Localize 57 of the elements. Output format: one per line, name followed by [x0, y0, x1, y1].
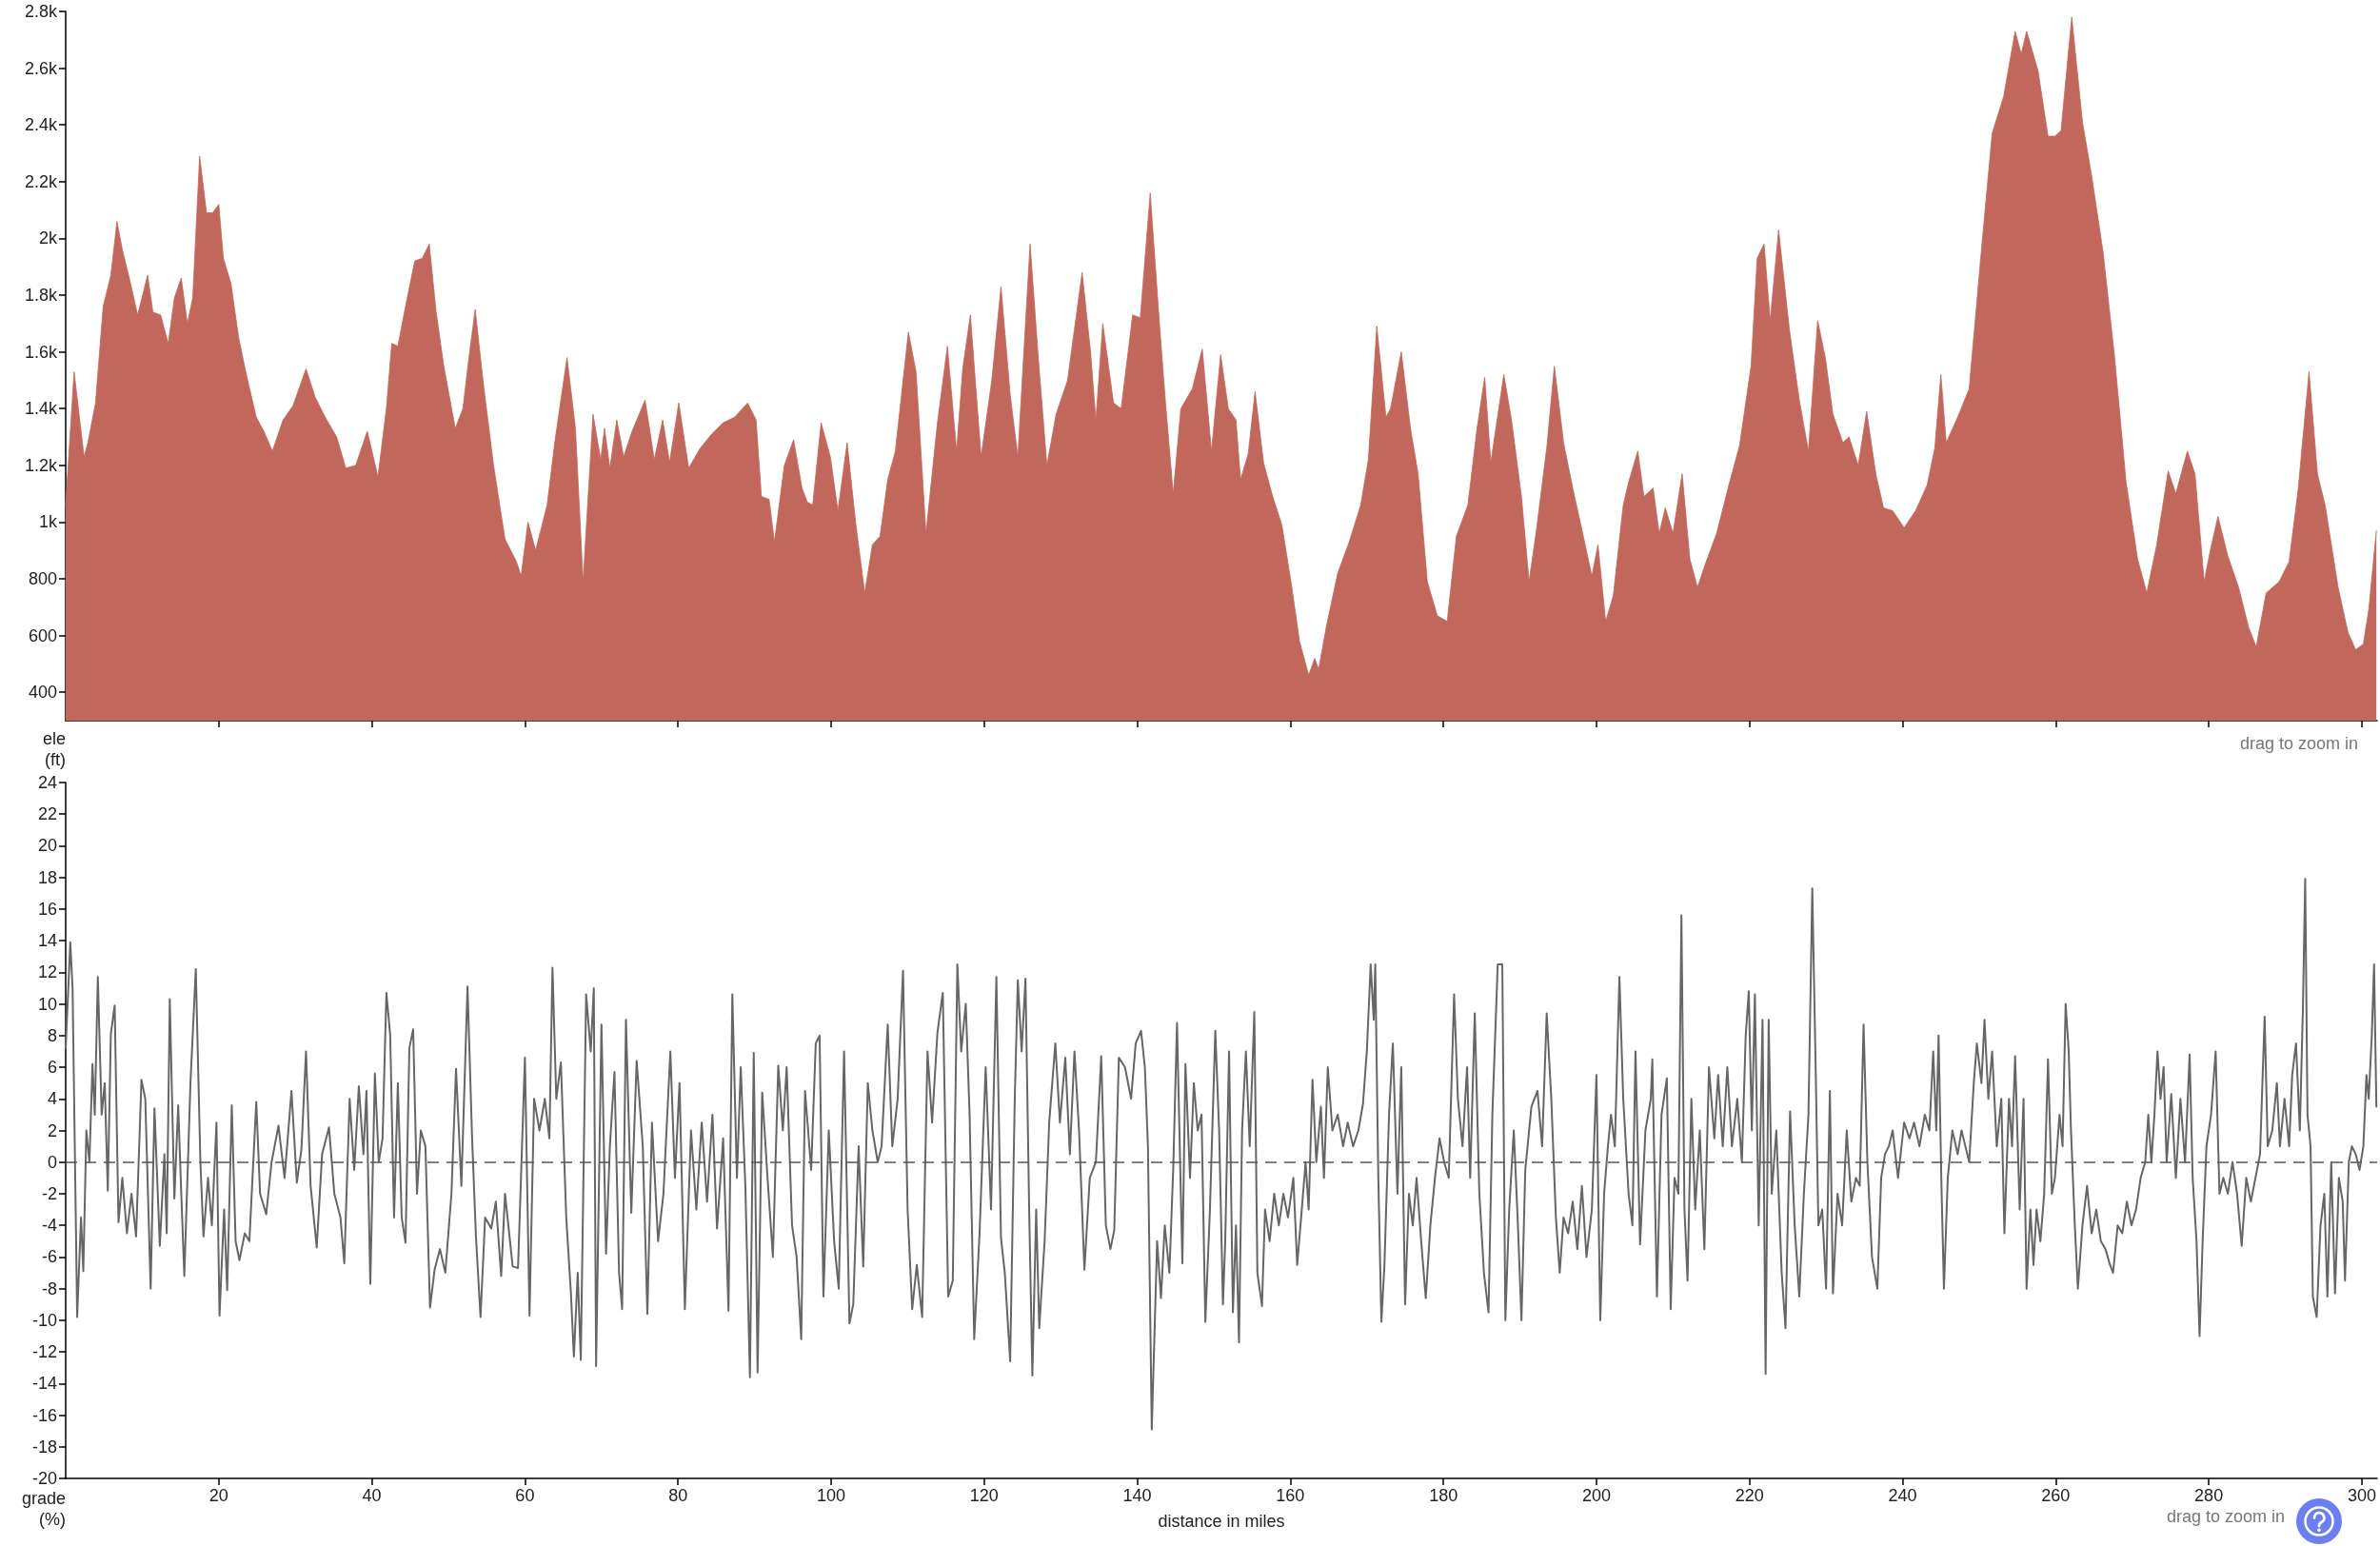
- y-tick-label: -12: [31, 1342, 57, 1362]
- x-tick-label: 40: [362, 1486, 382, 1505]
- x-tick-label: 300: [2347, 1486, 2376, 1505]
- x-tick-label: 80: [668, 1486, 688, 1505]
- x-tick-label: 100: [816, 1486, 845, 1505]
- y-tick-label: -6: [41, 1247, 57, 1267]
- y-tick-label: 400: [28, 683, 57, 703]
- y-tick-label: 4: [47, 1089, 57, 1109]
- x-tick-label: 280: [2194, 1486, 2224, 1505]
- y-axis-title: grade (%): [21, 1489, 66, 1529]
- x-tick-label: 60: [515, 1486, 535, 1505]
- x-tick-label: 200: [1581, 1486, 1611, 1505]
- x-axis-title: distance in miles: [1158, 1512, 1285, 1531]
- text: drag to zoom in: [2166, 1507, 2286, 1526]
- y-tick-label: 2.4k: [24, 115, 58, 135]
- y-tick-label: 12: [37, 962, 57, 982]
- y-tick-label: 800: [28, 569, 57, 588]
- y-tick-label: 2.2k: [24, 171, 58, 191]
- y-tick-label: 2k: [38, 228, 58, 248]
- y-tick-label: 1.8k: [24, 286, 58, 305]
- y-tick-label: -8: [41, 1278, 57, 1298]
- line-series: [65, 878, 2378, 1431]
- y-tick-label: -2: [41, 1183, 57, 1203]
- y-tick-label: 18: [37, 867, 57, 887]
- y-tick-label: 1.2k: [24, 455, 58, 475]
- x-tick-label: 220: [1735, 1486, 1764, 1505]
- y-tick-label: 22: [37, 804, 57, 824]
- y-tick-label: 600: [28, 625, 57, 645]
- x-tick-label: 120: [969, 1486, 999, 1505]
- text: drag to zoom in: [2239, 734, 2359, 753]
- y-tick-label: 2: [47, 1120, 57, 1140]
- y-tick-label: 1.6k: [24, 342, 58, 362]
- x-tick-label: 180: [1429, 1486, 1458, 1505]
- y-tick-label: -20: [31, 1469, 57, 1488]
- y-tick-label: 1k: [38, 512, 58, 532]
- x-tick-label: 160: [1276, 1486, 1305, 1505]
- y-tick-label: 16: [37, 899, 57, 919]
- y-tick-label: 0: [47, 1152, 57, 1172]
- y-tick-label: -16: [31, 1405, 57, 1425]
- y-tick-label: -4: [41, 1216, 57, 1236]
- y-axis-title: ele (ft): [42, 729, 66, 769]
- y-tick-label: 24: [37, 773, 57, 792]
- x-tick-label: 140: [1122, 1486, 1152, 1505]
- y-tick-label: 10: [37, 994, 57, 1014]
- x-tick-label: 20: [208, 1486, 228, 1505]
- y-tick-label: 20: [37, 836, 57, 856]
- y-tick-label: -10: [31, 1310, 57, 1330]
- x-tick-label: 260: [2041, 1486, 2071, 1505]
- y-tick-label: -18: [31, 1437, 57, 1457]
- y-tick-label: 2.6k: [24, 58, 58, 78]
- y-tick-label: 2.8k: [24, 2, 58, 21]
- y-tick-label: 6: [47, 1058, 57, 1078]
- y-tick-label: -14: [31, 1374, 57, 1394]
- y-tick-label: 8: [47, 1025, 57, 1045]
- y-tick-label: 1.4k: [24, 399, 58, 419]
- y-tick-label: 14: [37, 931, 57, 951]
- x-tick-label: 240: [1888, 1486, 1917, 1505]
